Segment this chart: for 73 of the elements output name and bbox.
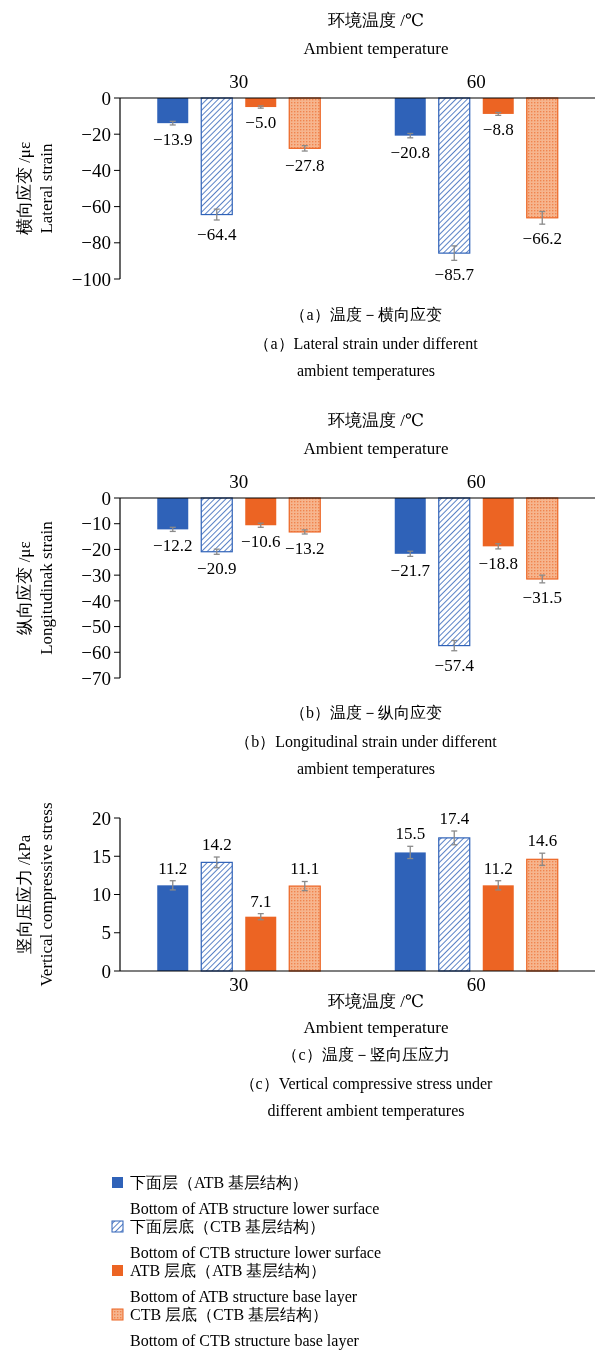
y-axis-title: 竖向压应力 /kPa Vertical compressive stress xyxy=(15,802,56,987)
x-tick-label: 30 xyxy=(229,71,249,92)
y-tick-label: −20 xyxy=(81,123,111,145)
text: （c）Vertical compressive stress under different ambient temperatures xyxy=(239,1075,494,1120)
legend-label: 下面层底（CTB 基层结构） Bottom of CTB structure lower surface xyxy=(130,1218,382,1261)
data-label: −27.8 xyxy=(285,156,325,176)
data-label: −5.0 xyxy=(245,113,277,133)
text: （c）温度－竖向压应力 xyxy=(282,1046,450,1063)
x-tick-label: 30 xyxy=(229,974,249,995)
data-label: −66.2 xyxy=(522,229,562,249)
y-tick-label: 10 xyxy=(92,884,111,906)
bar xyxy=(157,885,189,971)
y-axis-title: 横向应变 /με Lateral strain xyxy=(15,141,56,236)
data-label: −18.8 xyxy=(478,553,518,573)
x-axis-title: 环境温度 /℃ Ambient temperature xyxy=(303,411,449,458)
y-tick-label: −50 xyxy=(81,616,111,638)
y-tick-label: −40 xyxy=(81,590,111,612)
data-label: 14.2 xyxy=(201,835,232,855)
y-tick-label: 0 xyxy=(101,87,111,109)
x-tick-label: 60 xyxy=(466,974,486,995)
y-tick-label: −100 xyxy=(71,268,111,290)
x-tick-label: 60 xyxy=(466,471,486,492)
x-axis-title: 环境温度 /℃ Ambient temperature xyxy=(303,11,449,58)
text: （a）Lateral strain under different ambient temperatures xyxy=(254,335,479,380)
data-label: −8.8 xyxy=(482,120,514,140)
data-label: 11.2 xyxy=(158,858,188,878)
y-tick-label: −30 xyxy=(81,564,111,586)
legend-label: 下面层（ATB 基层结构） Bottom of ATB structure lower surface xyxy=(130,1174,380,1217)
data-label: −12.2 xyxy=(153,536,193,556)
data-label: −31.5 xyxy=(522,587,562,607)
data-label: 17.4 xyxy=(439,809,470,829)
bar xyxy=(245,916,277,971)
legend-label: CTB 层底（CTB 基层结构） Bottom of CTB structure base layer xyxy=(130,1306,360,1350)
data-label: −21.7 xyxy=(390,561,431,581)
data-label: −10.6 xyxy=(241,532,281,552)
data-label: 14.6 xyxy=(527,831,558,851)
data-label: −85.7 xyxy=(434,265,475,285)
y-tick-label: −60 xyxy=(81,196,111,218)
data-label: −57.4 xyxy=(434,655,475,675)
data-label: −64.4 xyxy=(197,224,237,244)
y-tick-label: −70 xyxy=(81,667,111,689)
data-label: −13.9 xyxy=(153,129,193,149)
y-tick-label: −20 xyxy=(81,539,111,561)
x-tick-label: 60 xyxy=(466,71,486,92)
bar xyxy=(394,852,426,971)
bar xyxy=(200,861,233,972)
bar xyxy=(438,837,471,972)
data-label: 11.1 xyxy=(290,859,320,879)
data-label: −13.2 xyxy=(285,539,325,558)
y-tick-label: 15 xyxy=(92,845,111,867)
legend-label: ATB 层底（ATB 基层结构） Bottom of ATB structure base layer xyxy=(130,1262,358,1306)
text: （b）Longitudinal strain under different ambient temperatures xyxy=(235,733,498,778)
data-label: −20.8 xyxy=(390,142,430,162)
y-tick-label: 0 xyxy=(101,960,111,982)
bar xyxy=(482,885,514,971)
y-tick-label: −10 xyxy=(81,513,111,535)
bar xyxy=(526,858,559,972)
text: （b）温度－纵向应变 xyxy=(290,704,442,721)
y-tick-label: 0 xyxy=(101,487,111,509)
data-label: 7.1 xyxy=(250,891,272,911)
x-tick-label: 30 xyxy=(229,471,249,492)
y-tick-label: −80 xyxy=(81,232,111,254)
y-tick-label: 5 xyxy=(101,922,111,944)
data-label: 15.5 xyxy=(395,824,426,844)
data-label: 11.2 xyxy=(483,858,513,878)
text: （a）温度－横向应变 xyxy=(290,306,442,323)
y-tick-label: 20 xyxy=(92,807,111,829)
x-axis-title: 环境温度 /℃ Ambient temperature xyxy=(303,992,449,1037)
y-tick-label: −40 xyxy=(81,160,111,182)
bar xyxy=(288,885,321,972)
data-label: −20.9 xyxy=(197,559,237,579)
y-tick-label: −60 xyxy=(81,641,111,663)
y-axis-title: 纵向应变 /με Longitudinak strain xyxy=(15,520,56,655)
